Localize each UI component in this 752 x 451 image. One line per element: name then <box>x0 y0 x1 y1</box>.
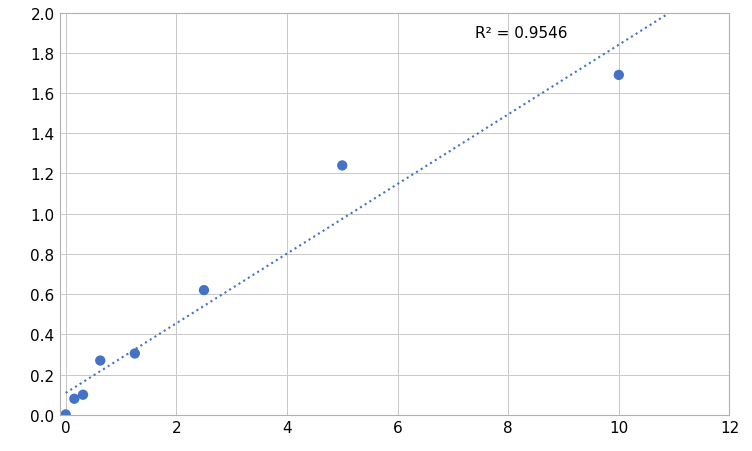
Text: R² = 0.9546: R² = 0.9546 <box>475 26 568 41</box>
Point <box>94 357 106 364</box>
Point <box>129 350 141 357</box>
Point <box>336 162 348 170</box>
Point <box>77 391 89 399</box>
Point <box>68 395 80 402</box>
Point <box>613 72 625 79</box>
Point <box>198 287 210 294</box>
Point <box>59 411 71 418</box>
